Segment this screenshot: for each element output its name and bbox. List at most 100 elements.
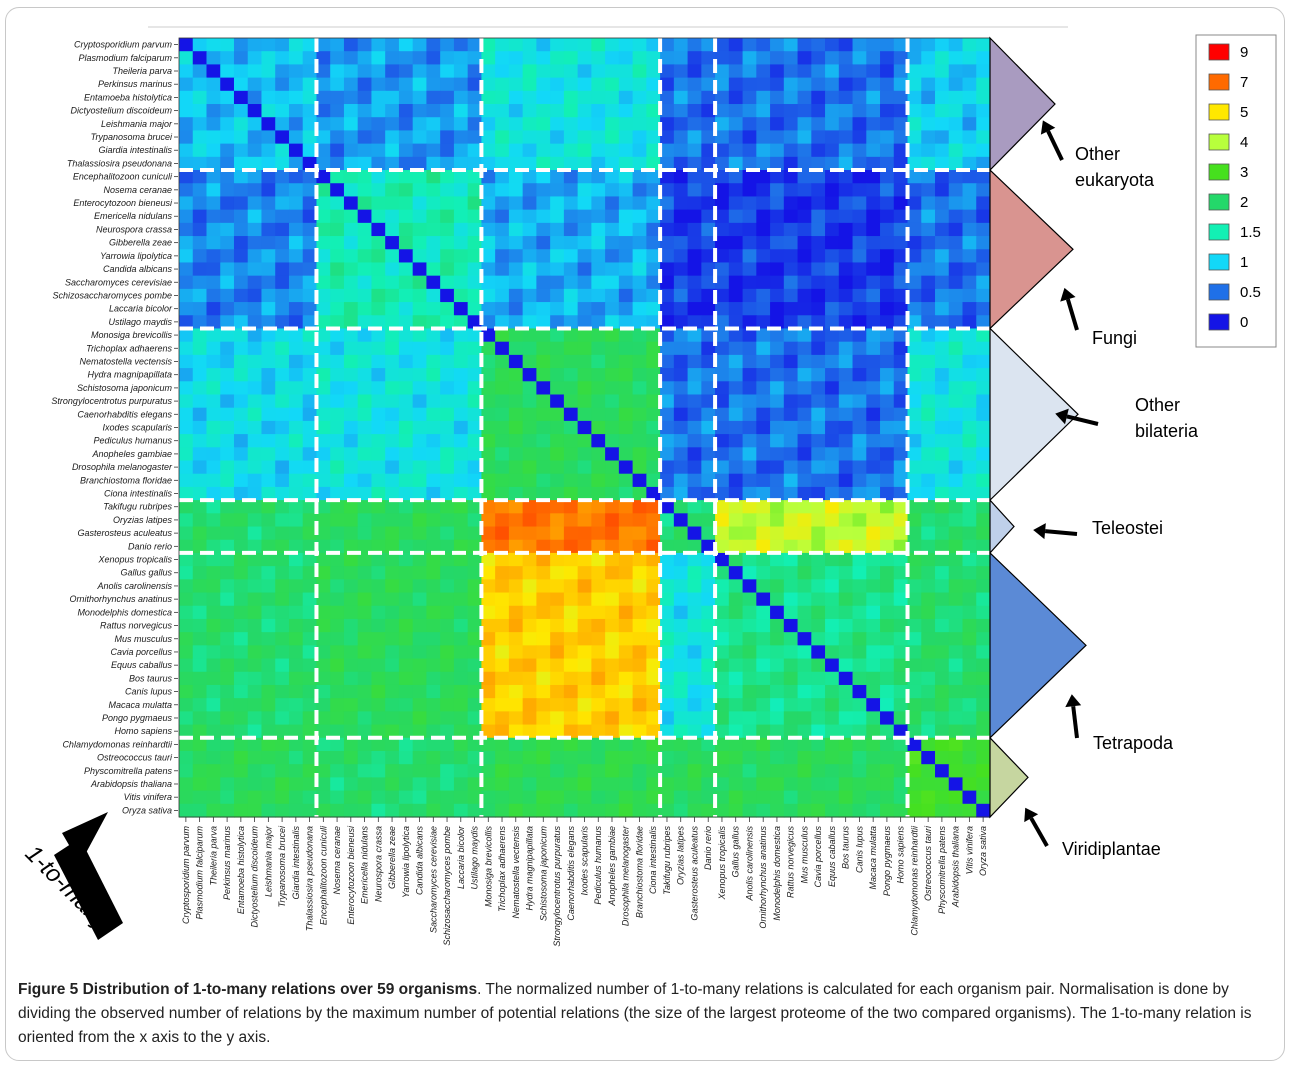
heatmap-cell xyxy=(316,420,331,435)
heatmap-cell xyxy=(893,368,909,382)
heatmap-cell xyxy=(508,341,524,356)
heatmap-cell xyxy=(893,328,909,343)
heatmap-cell xyxy=(192,104,208,118)
heatmap-cell xyxy=(948,434,964,448)
heatmap-cell xyxy=(880,698,895,712)
heatmap-cell xyxy=(495,539,510,554)
heatmap-cell xyxy=(866,632,881,646)
heatmap-cell xyxy=(371,275,386,290)
heatmap-cell xyxy=(701,394,716,409)
heatmap-cell xyxy=(605,592,620,607)
heatmap-cell xyxy=(825,183,840,198)
heatmap-cell xyxy=(921,513,936,528)
heatmap-cell xyxy=(550,64,565,79)
heatmap-cell xyxy=(797,368,812,382)
heatmap-cell xyxy=(591,618,606,633)
y-axis-label: Pongo pygmaeus xyxy=(102,713,173,723)
heatmap-cell xyxy=(453,104,469,118)
heatmap-cell xyxy=(247,605,263,620)
y-axis-label: Gasterosteus aculeatus xyxy=(77,528,172,538)
heatmap-cell xyxy=(797,328,812,343)
heatmap-cell xyxy=(467,302,483,316)
heatmap-cell xyxy=(426,394,441,409)
heatmap-cell xyxy=(563,434,579,448)
heatmap-cell xyxy=(233,579,249,594)
heatmap-cell xyxy=(797,420,812,435)
heatmap-cell xyxy=(728,368,744,382)
heatmap-cell xyxy=(550,341,565,356)
heatmap-cell xyxy=(467,750,483,765)
heatmap-cell xyxy=(660,341,675,356)
heatmap-cell xyxy=(893,143,909,158)
heatmap-cell xyxy=(247,90,263,105)
heatmap-cell xyxy=(866,315,881,330)
heatmap-cell xyxy=(783,671,799,686)
heatmap-cell xyxy=(330,420,345,435)
heatmap-cell xyxy=(880,249,895,264)
x-axis-label: Neurospora crassa xyxy=(373,826,383,902)
heatmap-cell xyxy=(495,645,510,660)
heatmap-cell xyxy=(316,64,331,79)
heatmap-cell xyxy=(646,156,661,171)
heatmap-cell xyxy=(935,196,950,211)
x-axis-label: Physcomitrella patens xyxy=(937,826,947,915)
heatmap-cell xyxy=(385,724,400,739)
heatmap-cell xyxy=(976,170,991,184)
heatmap-cell xyxy=(302,209,318,224)
heatmap-cell xyxy=(233,539,249,554)
legend-label: 0 xyxy=(1240,314,1248,331)
heatmap-cell xyxy=(426,447,441,462)
heatmap-cell xyxy=(660,381,675,396)
heatmap-cell xyxy=(522,381,537,396)
heatmap-cell xyxy=(316,38,331,52)
heatmap-cell xyxy=(838,764,854,778)
heatmap-cell xyxy=(756,711,771,726)
heatmap-cell xyxy=(907,777,922,792)
heatmap-cell xyxy=(715,605,730,620)
heatmap-cell xyxy=(302,777,318,792)
heatmap-cell xyxy=(563,447,579,462)
heatmap-cell xyxy=(316,288,331,303)
heatmap-cell xyxy=(288,658,304,673)
heatmap-cell xyxy=(852,236,867,250)
heatmap-cell xyxy=(618,302,634,316)
heatmap-cell xyxy=(673,711,689,726)
heatmap-cell xyxy=(797,737,812,752)
heatmap-cell xyxy=(467,579,483,594)
heatmap-cell xyxy=(192,156,208,171)
heatmap-cell xyxy=(646,77,661,92)
heatmap-cell xyxy=(907,790,922,805)
heatmap-cell xyxy=(770,130,785,145)
heatmap-cell xyxy=(783,275,799,290)
heatmap-cell xyxy=(770,552,785,567)
heatmap-cell xyxy=(701,460,716,475)
heatmap-cell xyxy=(398,77,414,92)
heatmap-cell xyxy=(811,711,826,726)
heatmap-cell xyxy=(330,262,345,277)
heatmap-cell xyxy=(385,262,400,277)
heatmap-cell xyxy=(343,143,359,158)
heatmap-cell xyxy=(563,566,579,580)
heatmap-cell xyxy=(756,302,771,316)
heatmap-cell xyxy=(811,407,826,422)
heatmap-cell xyxy=(261,104,276,118)
heatmap-cell xyxy=(728,500,744,514)
heatmap-cell xyxy=(179,183,194,198)
heatmap-cell xyxy=(852,698,867,712)
heatmap-cell xyxy=(440,684,455,699)
heatmap-cell xyxy=(728,236,744,250)
heatmap-cell xyxy=(783,394,799,409)
heatmap-cell xyxy=(233,684,249,699)
heatmap-cell xyxy=(687,500,702,514)
heatmap-cell xyxy=(426,473,441,488)
heatmap-cell xyxy=(495,156,510,171)
heatmap-cell xyxy=(715,790,730,805)
heatmap-cell xyxy=(385,354,400,369)
heatmap-cell xyxy=(371,434,386,448)
heatmap-cell xyxy=(976,275,991,290)
heatmap-cell xyxy=(412,64,428,79)
heatmap-cell xyxy=(288,566,304,580)
heatmap-cell xyxy=(481,552,496,567)
heatmap-cell xyxy=(398,156,414,171)
heatmap-cell xyxy=(330,368,345,382)
